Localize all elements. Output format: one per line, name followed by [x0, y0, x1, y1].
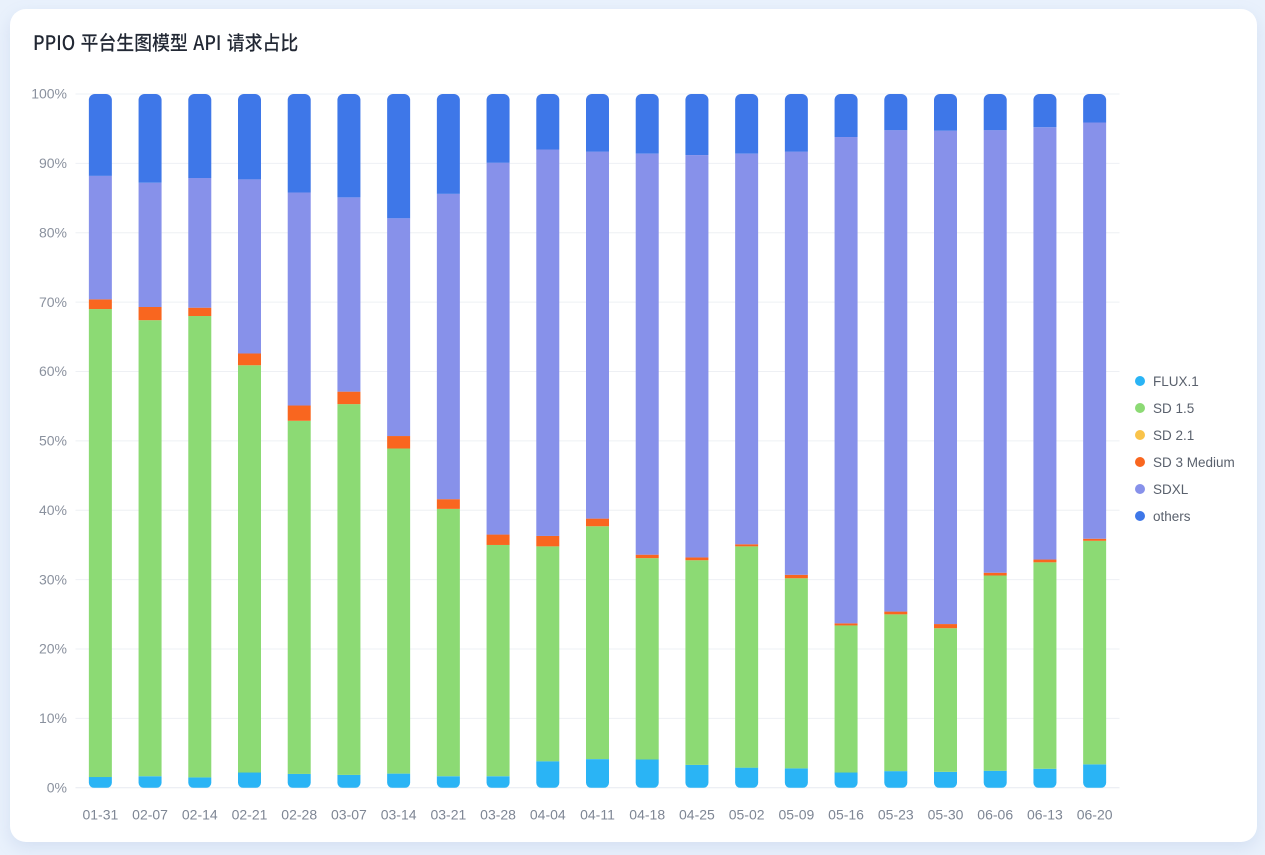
svg-text:02-21: 02-21	[232, 807, 268, 823]
svg-text:30%: 30%	[39, 571, 67, 587]
svg-text:03-14: 03-14	[381, 807, 417, 823]
svg-text:SD 2.1: SD 2.1	[1153, 428, 1194, 443]
svg-text:0%: 0%	[47, 780, 67, 796]
svg-text:60%: 60%	[39, 363, 67, 379]
svg-text:04-04: 04-04	[530, 807, 566, 823]
svg-text:03-21: 03-21	[430, 807, 466, 823]
svg-text:100%: 100%	[31, 86, 67, 102]
svg-text:02-28: 02-28	[281, 807, 317, 823]
svg-text:90%: 90%	[39, 155, 67, 171]
svg-text:70%: 70%	[39, 294, 67, 310]
svg-text:02-14: 02-14	[182, 807, 218, 823]
svg-text:05-02: 05-02	[729, 807, 765, 823]
svg-text:FLUX.1: FLUX.1	[1153, 374, 1199, 389]
svg-text:40%: 40%	[39, 502, 67, 518]
svg-text:04-18: 04-18	[629, 807, 665, 823]
svg-text:04-11: 04-11	[580, 807, 615, 823]
svg-text:80%: 80%	[39, 224, 67, 240]
svg-text:SD 1.5: SD 1.5	[1153, 401, 1194, 416]
svg-text:03-07: 03-07	[331, 807, 367, 823]
svg-text:10%: 10%	[39, 710, 67, 726]
svg-text:SDXL: SDXL	[1153, 482, 1189, 497]
svg-text:05-09: 05-09	[778, 807, 814, 823]
svg-text:03-28: 03-28	[480, 807, 516, 823]
svg-text:06-20: 06-20	[1077, 807, 1113, 823]
svg-text:06-13: 06-13	[1027, 807, 1063, 823]
svg-text:05-16: 05-16	[828, 807, 864, 823]
svg-text:20%: 20%	[39, 641, 67, 657]
svg-text:05-23: 05-23	[878, 807, 914, 823]
svg-text:06-06: 06-06	[977, 807, 1013, 823]
svg-text:SD 3 Medium: SD 3 Medium	[1153, 455, 1235, 470]
svg-text:05-30: 05-30	[928, 807, 964, 823]
svg-text:50%: 50%	[39, 433, 67, 449]
svg-text:02-07: 02-07	[132, 807, 168, 823]
svg-text:others: others	[1153, 509, 1191, 524]
svg-text:04-25: 04-25	[679, 807, 715, 823]
svg-text:01-31: 01-31	[82, 807, 118, 823]
